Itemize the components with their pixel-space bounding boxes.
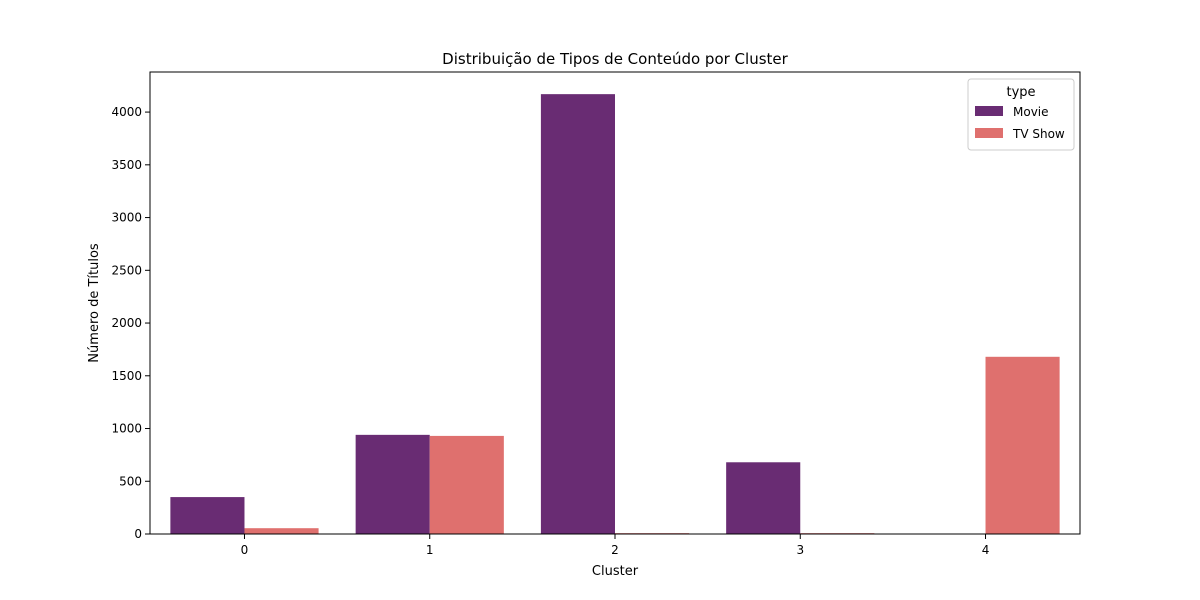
bar-movie-cluster-2 [540,94,615,534]
y-axis: 0 500 1000 1500 2000 2500 3000 3500 4000 [111,105,150,541]
bar-movie-cluster-3 [726,462,801,534]
chart-title: Distribuição de Tipos de Conteúdo por Cl… [442,50,788,68]
legend-swatch-tv-show [975,128,1003,138]
x-tick-label: 1 [426,543,434,557]
x-tick-label: 3 [796,543,804,557]
y-tick-label: 4000 [111,105,142,119]
x-axis: 0 1 2 3 4 [241,534,990,557]
x-tick-label: 0 [241,543,249,557]
legend-label-movie: Movie [1013,105,1049,119]
y-tick-label: 3500 [111,158,142,172]
y-tick-label: 500 [119,474,142,488]
legend-title: type [1006,85,1035,100]
legend: type Movie TV Show [967,78,1075,151]
bar-movie-cluster-1 [355,434,430,534]
y-tick-label: 1000 [111,422,142,436]
x-tick-label: 2 [611,543,619,557]
y-tick-label: 2000 [111,316,142,330]
bar-tv-show-cluster-1 [429,435,504,534]
y-tick-label: 0 [134,527,142,541]
y-axis-label: Número de Títulos [87,243,102,363]
plot-frame [149,71,1081,535]
bar-tv-show-cluster-0 [244,528,319,534]
legend-swatch-movie [975,106,1003,116]
y-tick-label: 3000 [111,211,142,225]
y-tick-label: 1500 [111,369,142,383]
bars-group [170,94,1060,534]
bar-tv-show-cluster-4 [985,356,1060,534]
bar-movie-cluster-0 [170,497,245,534]
y-tick-label: 2500 [111,263,142,277]
legend-label-tv-show: TV Show [1012,127,1065,141]
x-axis-label: Cluster [592,564,639,579]
x-tick-label: 4 [982,543,990,557]
